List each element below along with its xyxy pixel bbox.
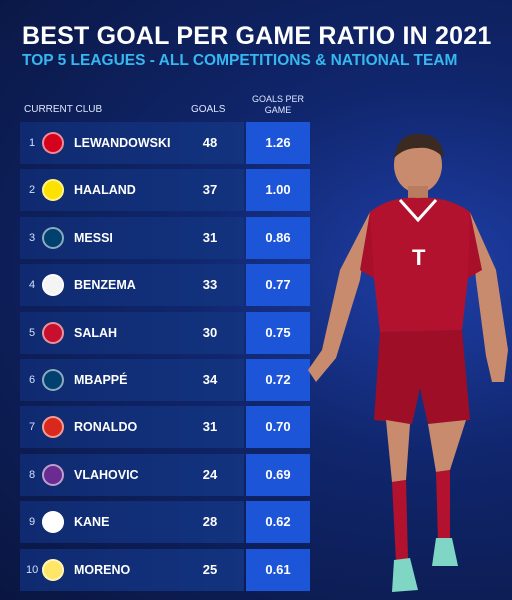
player-figure-icon: T <box>308 133 508 592</box>
tottenham-badge-icon <box>42 511 64 534</box>
table-row: 7 RONALDO 31 0.70 <box>20 406 310 449</box>
ratio-value: 1.26 <box>265 135 291 150</box>
table-row: 5 SALAH 30 0.75 <box>20 311 310 354</box>
table-row: 1 LEWANDOWSKI 48 1.26 <box>20 122 310 164</box>
rank-number: 8 <box>28 468 36 481</box>
goals-value: 24 <box>202 466 218 482</box>
table-row: 2 HAALAND 37 1.00 <box>20 169 310 212</box>
rank-number: 1 <box>28 137 36 149</box>
goals-value: 48 <box>202 135 218 150</box>
goals-value: 34 <box>202 372 218 387</box>
ratio-value: 0.70 <box>265 419 291 435</box>
table-row: 4 BENZEMA 33 0.77 <box>20 264 310 307</box>
player-name: SALAH <box>74 325 118 340</box>
rank-number: 9 <box>28 516 36 529</box>
player-name: HAALAND <box>74 183 136 198</box>
fiorentina-badge-icon <box>42 463 64 486</box>
liverpool-badge-icon <box>42 321 64 344</box>
ratio-cell: 0.70 <box>246 406 310 449</box>
player-name: LEWANDOWSKI <box>74 136 171 150</box>
ratio-value: 0.62 <box>265 514 291 530</box>
ratio-value: 1.00 <box>265 182 291 198</box>
ratio-cell: 0.61 <box>246 548 310 591</box>
player-name: VLAHOVIC <box>74 467 139 482</box>
column-header-goals-per-game: GOALS PER GAME <box>250 94 306 116</box>
ratio-value: 0.69 <box>265 466 291 482</box>
page-subtitle: TOP 5 LEAGUES - ALL COMPETITIONS & NATIO… <box>22 52 458 69</box>
player-name: MESSI <box>74 230 113 245</box>
bayern-badge-icon <box>42 132 64 154</box>
column-header-gpg-line2: GAME <box>264 105 292 115</box>
dortmund-badge-icon <box>42 179 64 202</box>
ratio-cell: 0.62 <box>246 501 310 544</box>
ratio-cell: 0.72 <box>246 359 310 401</box>
ratio-value: 0.72 <box>265 372 291 387</box>
goals-value: 33 <box>202 277 218 293</box>
man-united-badge-icon <box>42 416 64 439</box>
table-row: 10 MORENO 25 0.61 <box>20 548 310 591</box>
ratio-value: 0.86 <box>265 229 291 245</box>
table-row: 8 VLAHOVIC 24 0.69 <box>20 453 310 496</box>
rank-number: 6 <box>28 374 36 386</box>
ratio-cell: 0.69 <box>246 453 310 496</box>
ratio-value: 0.77 <box>265 277 291 293</box>
goals-value: 31 <box>202 419 218 435</box>
ratio-value: 0.75 <box>265 324 291 340</box>
ratio-cell: 0.86 <box>246 216 310 259</box>
table-row: 9 KANE 28 0.62 <box>20 501 310 544</box>
ratio-cell: 1.00 <box>246 169 310 212</box>
goals-value: 25 <box>202 561 218 577</box>
villarreal-badge-icon <box>42 558 64 581</box>
player-name: MORENO <box>74 562 131 577</box>
column-header-gpg-line1: GOALS PER <box>251 94 305 104</box>
rank-number: 2 <box>28 184 36 197</box>
player-name: KANE <box>74 515 110 530</box>
column-header-goals: GOALS <box>191 104 226 115</box>
page-title: BEST GOAL PER GAME RATIO IN 2021 <box>22 22 492 50</box>
goals-value: 30 <box>202 324 218 340</box>
ratio-cell: 0.75 <box>246 311 310 354</box>
player-photo: T <box>308 133 508 592</box>
rank-number: 3 <box>28 231 36 244</box>
rank-number: 5 <box>28 326 36 339</box>
rank-number: 10 <box>26 563 39 576</box>
player-name: MBAPPÉ <box>74 373 128 387</box>
rank-number: 7 <box>28 421 36 434</box>
svg-text:T: T <box>412 245 426 270</box>
goals-value: 31 <box>202 229 218 245</box>
ratio-value: 0.61 <box>265 561 291 577</box>
goals-value: 37 <box>202 182 218 198</box>
psg-badge-icon <box>42 226 64 249</box>
real-madrid-badge-icon <box>42 274 64 297</box>
goals-value: 28 <box>202 514 218 530</box>
ratio-cell: 1.26 <box>246 122 310 164</box>
table-row: 3 MESSI 31 0.86 <box>20 216 310 259</box>
psg-badge-icon <box>42 369 64 391</box>
column-header-club: CURRENT CLUB <box>24 104 103 115</box>
player-name: RONALDO <box>74 420 138 435</box>
ratio-cell: 0.77 <box>246 264 310 307</box>
rank-number: 4 <box>28 279 36 292</box>
player-name: BENZEMA <box>74 278 136 293</box>
table-row: 6 MBAPPÉ 34 0.72 <box>20 359 310 401</box>
